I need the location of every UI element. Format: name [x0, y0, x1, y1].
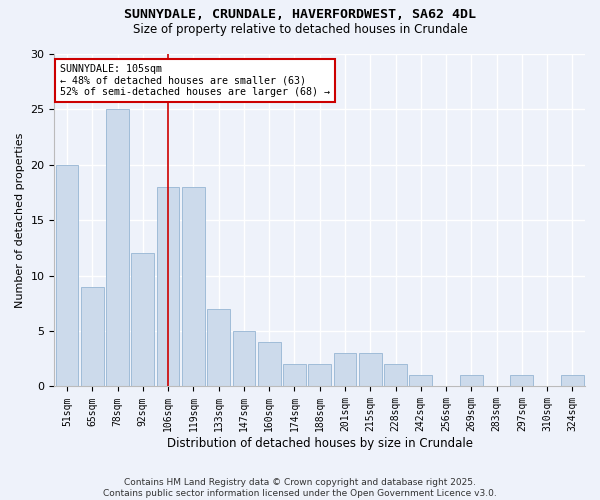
Bar [334, 353, 356, 386]
Bar [460, 376, 482, 386]
Bar [182, 187, 205, 386]
Bar [561, 376, 584, 386]
Bar [359, 353, 382, 386]
Bar [308, 364, 331, 386]
Bar [384, 364, 407, 386]
Bar [409, 376, 432, 386]
Bar [56, 165, 79, 386]
Bar [131, 254, 154, 386]
Bar [157, 187, 179, 386]
Bar [106, 110, 129, 386]
Bar [81, 286, 104, 386]
Bar [207, 309, 230, 386]
Y-axis label: Number of detached properties: Number of detached properties [15, 132, 25, 308]
X-axis label: Distribution of detached houses by size in Crundale: Distribution of detached houses by size … [167, 437, 473, 450]
Text: SUNNYDALE, CRUNDALE, HAVERFORDWEST, SA62 4DL: SUNNYDALE, CRUNDALE, HAVERFORDWEST, SA62… [124, 8, 476, 20]
Bar [511, 376, 533, 386]
Bar [283, 364, 306, 386]
Bar [233, 331, 255, 386]
Text: Contains HM Land Registry data © Crown copyright and database right 2025.
Contai: Contains HM Land Registry data © Crown c… [103, 478, 497, 498]
Bar [258, 342, 281, 386]
Text: Size of property relative to detached houses in Crundale: Size of property relative to detached ho… [133, 22, 467, 36]
Text: SUNNYDALE: 105sqm
← 48% of detached houses are smaller (63)
52% of semi-detached: SUNNYDALE: 105sqm ← 48% of detached hous… [60, 64, 330, 97]
